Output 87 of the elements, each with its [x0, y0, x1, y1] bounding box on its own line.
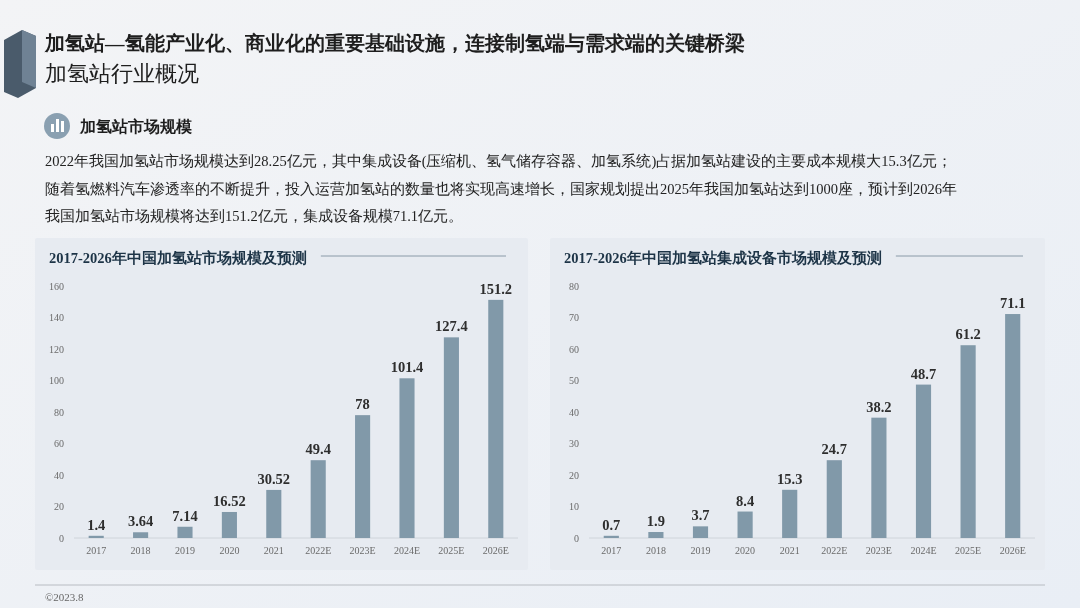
- bar: [488, 299, 504, 538]
- x-tick-label: 2023E: [349, 545, 376, 556]
- x-tick-label: 2017: [86, 545, 107, 556]
- text: 2022年我国加氢站市场规模达到28.25亿元，其中集成设备(压缩机、氢气储存容器、加氢系统)占据加氢站建设的主要成本规模大15.3亿元；: [45, 153, 952, 170]
- bar: [871, 417, 887, 538]
- x-tick-label: 2021: [779, 545, 800, 556]
- data-label: 7.14: [172, 507, 198, 524]
- chart-title: 2017-2026年中国加氢站集成设备市场规模及预测: [564, 249, 882, 266]
- y-tick-label: 100: [49, 375, 64, 386]
- x-tick-label: 2022E: [305, 545, 332, 556]
- bar: [399, 378, 415, 538]
- text: ©2023.8: [45, 591, 85, 603]
- x-tick-label: 2022E: [821, 545, 848, 556]
- x-tick-label: 2024E: [910, 545, 937, 556]
- x-tick-label: 2025E: [438, 545, 465, 556]
- data-label: 3.64: [127, 513, 154, 530]
- bar: [737, 511, 753, 538]
- y-tick-label: 60: [54, 438, 64, 449]
- y-tick-label: 80: [54, 406, 64, 418]
- x-tick-label: 2019: [175, 545, 195, 556]
- data-label: 8.4: [736, 492, 755, 509]
- bar: [133, 532, 149, 538]
- text: 随着氢燃料汽车渗透率的不断提升，投入运营加氢站的数量也将实现高速增长，国家规划提出2025年我国加氢站达到1000座，预计到2026年: [45, 180, 957, 197]
- y-tick-label: 80: [569, 280, 579, 292]
- bar: [1005, 314, 1021, 538]
- bar: [88, 535, 104, 538]
- x-tick-label: 2020: [735, 545, 756, 556]
- data-label: 1.4: [87, 516, 106, 533]
- data-label: 101.4: [390, 359, 424, 376]
- chart-title: 2017-2026年中国加氢站市场规模及预测: [49, 249, 307, 266]
- bar: [266, 489, 282, 538]
- data-label: 48.7: [910, 365, 937, 382]
- y-tick-label: 40: [54, 469, 64, 481]
- bar: [915, 384, 932, 538]
- data-label: 16.52: [213, 492, 246, 509]
- data-label: 1.9: [646, 513, 665, 530]
- bar: [648, 532, 664, 538]
- y-tick-label: 0: [59, 532, 64, 544]
- x-tick-label: 2021: [263, 545, 284, 556]
- x-tick-label: 2025E: [955, 545, 982, 556]
- bar: [443, 337, 459, 538]
- data-label: 24.7: [821, 441, 847, 458]
- bar: [310, 460, 326, 538]
- x-tick-label: 2017: [601, 545, 622, 556]
- y-tick-label: 140: [49, 312, 64, 323]
- x-tick-label: 2019: [690, 545, 711, 556]
- bar: [826, 460, 842, 538]
- x-tick-label: 2026E: [999, 545, 1026, 556]
- data-label: 49.4: [305, 441, 331, 458]
- y-tick-label: 20: [54, 501, 64, 512]
- x-tick-label: 2024E: [393, 545, 421, 556]
- y-tick-label: 40: [569, 406, 579, 418]
- y-tick-label: 120: [49, 343, 64, 355]
- data-label: 78: [355, 396, 370, 413]
- y-tick-label: 20: [569, 469, 579, 481]
- data-label: 127.4: [435, 318, 468, 335]
- data-label: 30.52: [257, 470, 291, 487]
- text: 加氢站市场规模: [79, 118, 192, 135]
- y-tick-label: 50: [569, 375, 579, 386]
- text: 我国加氢站市场规模将达到151.2亿元，集成设备规模71.1亿元。: [45, 208, 463, 224]
- x-tick-label: 2018: [645, 545, 666, 556]
- data-label: 3.7: [691, 507, 710, 524]
- bar: [355, 415, 371, 538]
- text: 加氢站—氢能产业化、商业化的重要基础设施，连接制氢端与需求端的关键桥梁: [44, 32, 745, 54]
- bar: [960, 345, 976, 538]
- bar: [221, 511, 237, 538]
- data-label: 71.1: [1000, 295, 1026, 312]
- y-tick-label: 10: [569, 501, 579, 512]
- data-label: 61.2: [955, 326, 981, 343]
- data-label: 15.3: [777, 470, 803, 487]
- y-tick-label: 60: [569, 343, 579, 355]
- y-tick-label: 30: [569, 438, 579, 449]
- y-tick-label: 0: [574, 532, 579, 544]
- y-tick-label: 70: [569, 312, 579, 323]
- text: 加氢站行业概况: [45, 61, 199, 86]
- x-tick-label: 2026E: [482, 545, 509, 556]
- data-label: 151.2: [479, 280, 513, 297]
- x-tick-label: 2020: [219, 545, 240, 556]
- bar: [782, 489, 798, 538]
- x-tick-label: 2023E: [865, 545, 892, 556]
- y-tick-label: 160: [49, 280, 64, 292]
- bar: [692, 526, 709, 538]
- bar: [177, 526, 193, 538]
- data-label: 38.2: [866, 398, 892, 415]
- x-tick-label: 2018: [130, 545, 151, 556]
- data-label: 0.7: [602, 516, 621, 533]
- bar: [603, 535, 619, 538]
